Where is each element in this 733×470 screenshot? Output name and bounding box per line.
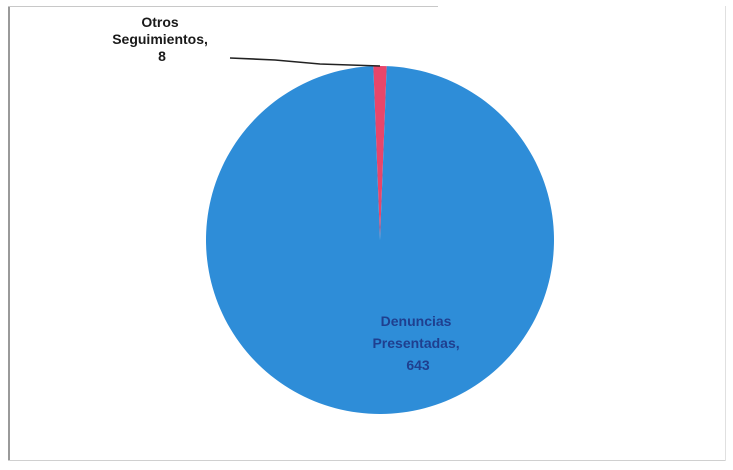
slice-label-line: Seguimientos, [112,31,208,47]
slice-label-denuncias-presentadas: Denuncias Presentadas, 643 [372,313,463,373]
leader-lines [229,57,381,67]
frame-left-border [8,6,10,461]
pie-slice-denuncias-presentadas [205,66,554,415]
pie-slices [205,65,554,415]
slice-label-line: Otros [141,14,179,30]
frame-top-border [8,6,438,7]
slice-label-line: 8 [158,48,166,64]
slice-label-line: Presentadas, [372,335,459,351]
frame-right-border [725,6,726,461]
slice-label-line: 643 [406,357,430,373]
slice-label-line: Denuncias [381,313,452,329]
pie-slice-otros-seguimientos [373,65,387,240]
frame-bottom-border [8,460,726,461]
slice-label-otros-seguimientos: Otros Seguimientos, 8 [112,14,212,64]
leader-line-otros-seguimientos [229,57,381,67]
